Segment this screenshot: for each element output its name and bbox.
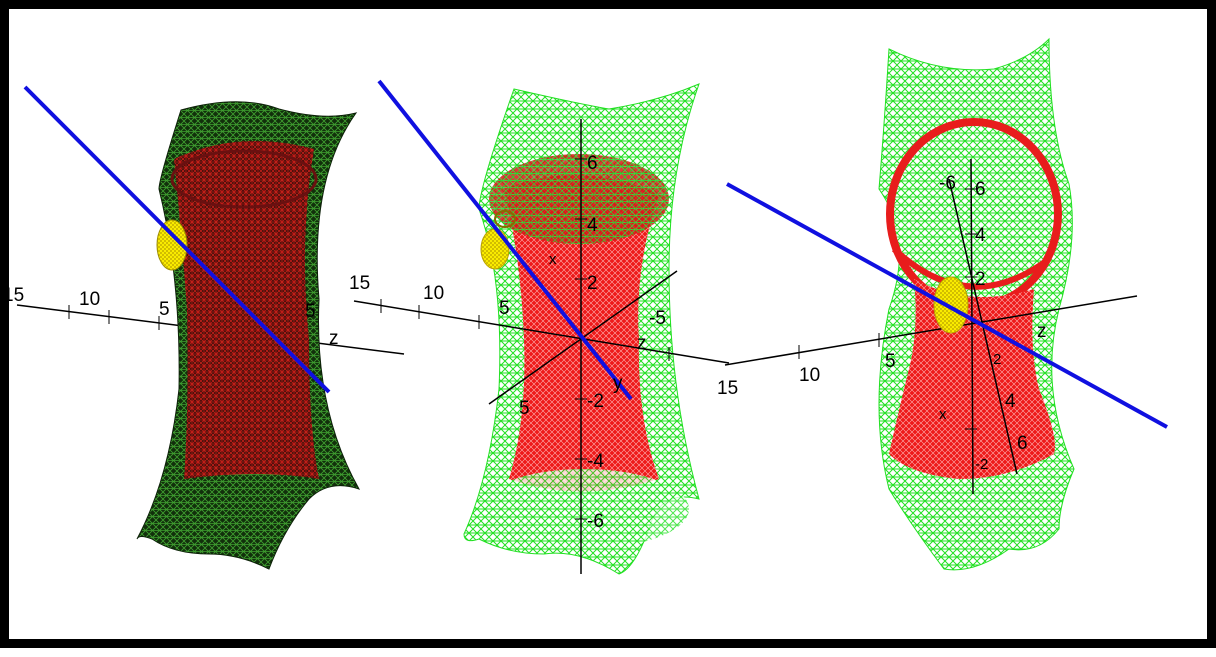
yellow-sphere xyxy=(480,228,510,270)
top-green-disc xyxy=(889,129,1059,309)
label-5: 5 xyxy=(499,298,510,319)
panel-3: 15 10 5 z -6 6 4 2 2 4 6 -2 x xyxy=(717,37,1168,571)
label-neg4: -4 xyxy=(587,451,604,472)
label-x: x xyxy=(549,251,557,268)
yellow-sphere-small xyxy=(494,210,516,228)
axis-ticks xyxy=(798,188,977,430)
label-neg2: -2 xyxy=(975,456,988,473)
label-6: 6 xyxy=(587,153,598,174)
label-2b: 2 xyxy=(993,351,1001,368)
label-2: 2 xyxy=(975,269,986,290)
label-5: 5 xyxy=(159,299,170,320)
label-z: z xyxy=(1037,321,1047,342)
top-ellipse xyxy=(489,154,669,244)
axis-line-vertical xyxy=(970,158,974,495)
yellow-sphere xyxy=(933,276,969,334)
label-neg5: -5 xyxy=(649,308,666,329)
label-y: y xyxy=(613,373,623,394)
label-4: 4 xyxy=(975,225,986,246)
label-z: z xyxy=(329,328,339,349)
label-10: 10 xyxy=(79,289,100,310)
label-6b: 6 xyxy=(1017,433,1028,454)
axis-line-x xyxy=(724,295,1138,366)
label-5c: 5 xyxy=(519,398,530,419)
label-10: 10 xyxy=(423,283,444,304)
label-10: 10 xyxy=(799,365,820,386)
label-neg6: -6 xyxy=(587,511,604,532)
yellow-sphere xyxy=(156,219,188,271)
blue-line xyxy=(23,85,331,394)
label-z: z xyxy=(637,333,647,354)
blue-line xyxy=(377,79,633,401)
red-ring-inner xyxy=(891,246,1051,290)
label-2: 2 xyxy=(587,273,598,294)
axis-line-x xyxy=(353,300,730,364)
diagram-canvas: 15 10 5 5 z 15 10 5 x z - xyxy=(9,37,1168,575)
label-15: 15 xyxy=(717,378,738,399)
panel-1: 15 10 5 5 z xyxy=(9,85,405,570)
label-4: 4 xyxy=(587,215,598,236)
label-6: 6 xyxy=(975,179,986,200)
axis-ticks xyxy=(380,158,670,520)
label-4b: 4 xyxy=(1005,391,1016,412)
label-x: x xyxy=(939,406,947,423)
label-5b: 5 xyxy=(305,301,316,322)
top-ring xyxy=(170,149,318,209)
label-5: 5 xyxy=(885,351,896,372)
blue-line xyxy=(726,182,1168,429)
label-15: 15 xyxy=(349,273,370,294)
bottom-ellipse xyxy=(479,469,689,549)
label-neg2: -2 xyxy=(587,391,604,412)
label-neg6: -6 xyxy=(939,173,956,194)
label-15: 15 xyxy=(9,285,24,306)
panel-2: 15 10 5 x z -5 6 4 2 -2 -4 -6 5 y xyxy=(349,79,730,575)
